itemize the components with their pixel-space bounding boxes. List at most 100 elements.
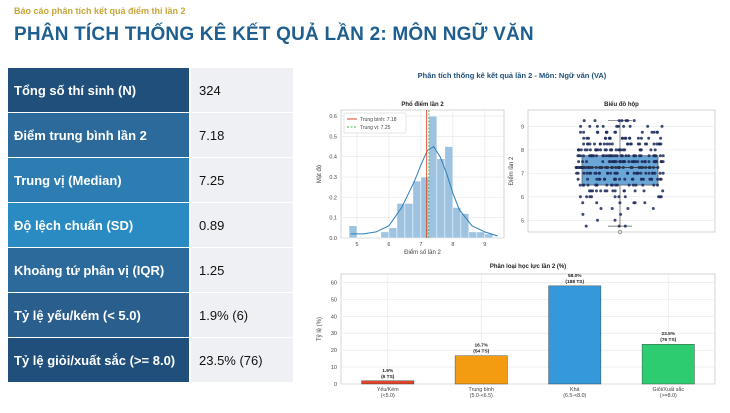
box-point — [639, 148, 642, 152]
stat-label: Tổng số thí sinh (N) — [8, 68, 189, 112]
box-point — [590, 154, 594, 158]
class-data-label: 16.7% — [474, 343, 488, 349]
box-point — [659, 136, 663, 140]
hist-bar — [444, 146, 454, 239]
box-point — [594, 183, 598, 187]
box-point — [633, 201, 637, 205]
box-ytick: 5 — [521, 218, 524, 224]
box-point — [607, 136, 611, 140]
hist-bar — [404, 203, 414, 239]
stat-row: Khoảng tứ phân vị (IQR) 1.25 — [8, 248, 293, 292]
box-point — [577, 154, 581, 158]
box-point — [579, 130, 582, 134]
legend-label: Trung vị: 7.25 — [360, 125, 391, 131]
stat-label: Tỷ lệ yếu/kém (< 5.0) — [8, 293, 189, 337]
box-point — [632, 119, 636, 123]
box-point — [641, 183, 645, 187]
box-point — [644, 142, 647, 146]
box-point — [577, 160, 581, 164]
box-point — [652, 142, 656, 146]
box-point — [613, 160, 617, 164]
class-ytick: 40 — [331, 314, 337, 320]
box-point — [582, 183, 586, 187]
box-point — [605, 142, 609, 146]
box-point — [621, 148, 625, 152]
hist-bar — [484, 233, 494, 239]
box-point — [613, 195, 617, 199]
box-point — [660, 124, 664, 128]
class-data-label: (6 TS) — [381, 374, 395, 380]
box-point — [624, 154, 628, 158]
stat-row: Tổng số thí sinh (N) 324 — [8, 68, 293, 112]
box-point — [608, 148, 612, 152]
box-point — [586, 177, 590, 181]
hist-ytick: 0.0 — [329, 236, 337, 242]
hist-xtick: 6 — [387, 242, 390, 248]
box-point — [627, 154, 631, 158]
box-point — [596, 218, 599, 222]
box-point — [652, 183, 656, 187]
figure-title: Phân tích thống kê kết quả lần 2 - Môn: … — [417, 71, 607, 80]
box-point — [636, 142, 640, 146]
page-title: PHÂN TÍCH THỐNG KÊ KẾT QUẢ LẦN 2: MÔN NG… — [14, 24, 534, 45]
box-point — [647, 171, 651, 175]
box-point — [585, 160, 589, 164]
box-point — [610, 142, 614, 146]
box-point — [656, 183, 659, 187]
box-ytick: 6 — [521, 195, 524, 201]
box-point — [644, 171, 648, 175]
box-point — [653, 171, 657, 175]
box-point — [601, 154, 605, 158]
class-bar — [361, 380, 415, 385]
hist-bar — [436, 158, 446, 239]
box-point — [639, 171, 643, 175]
class-ytick: 20 — [331, 348, 337, 354]
box-point — [617, 119, 621, 123]
box-point — [615, 171, 619, 175]
box-point — [582, 130, 586, 134]
box-point — [646, 124, 650, 128]
box-point — [593, 119, 597, 123]
box-point — [659, 142, 663, 146]
hist-ytick: 0.1 — [329, 216, 337, 222]
box-point — [628, 136, 632, 140]
box-point — [623, 195, 627, 199]
box-point — [618, 201, 622, 205]
box-point — [595, 201, 599, 205]
legend-label: Trung bình: 7.18 — [360, 117, 397, 123]
box-point — [618, 177, 622, 181]
box-point — [576, 171, 580, 175]
box-point — [617, 148, 621, 152]
box-point — [618, 160, 622, 164]
box-point — [589, 171, 593, 175]
box-point — [602, 142, 606, 146]
box-point — [613, 218, 617, 222]
box-point — [584, 224, 588, 228]
box-point — [623, 160, 627, 164]
box-ytick: 9 — [521, 124, 524, 130]
box-point — [601, 124, 605, 128]
box-point — [579, 148, 583, 152]
stats-table: Tổng số thí sinh (N) 324 Điểm trung bình l… — [8, 68, 293, 383]
box-point — [642, 189, 646, 193]
box-point — [588, 148, 592, 152]
class-bar — [454, 355, 508, 385]
box-point — [594, 171, 598, 175]
box-point — [598, 177, 602, 181]
box-point — [590, 195, 593, 199]
box-point — [651, 171, 654, 175]
box-point — [595, 124, 599, 128]
box-point — [587, 136, 590, 140]
box-point — [582, 136, 586, 140]
stat-value: 0.89 — [191, 203, 293, 247]
box-ytick: 8 — [521, 148, 524, 154]
box-point — [651, 207, 655, 210]
box-point — [614, 148, 618, 152]
box-point — [617, 224, 621, 228]
hist-ytick: 0.6 — [329, 114, 337, 120]
hist-xtick: 8 — [451, 242, 454, 248]
box-point — [617, 124, 620, 128]
box-point — [626, 119, 630, 123]
hist-ytick: 0.5 — [329, 134, 337, 140]
stat-row: Tỷ lệ yếu/kém (< 5.0) 1.9% (6) — [8, 293, 293, 337]
